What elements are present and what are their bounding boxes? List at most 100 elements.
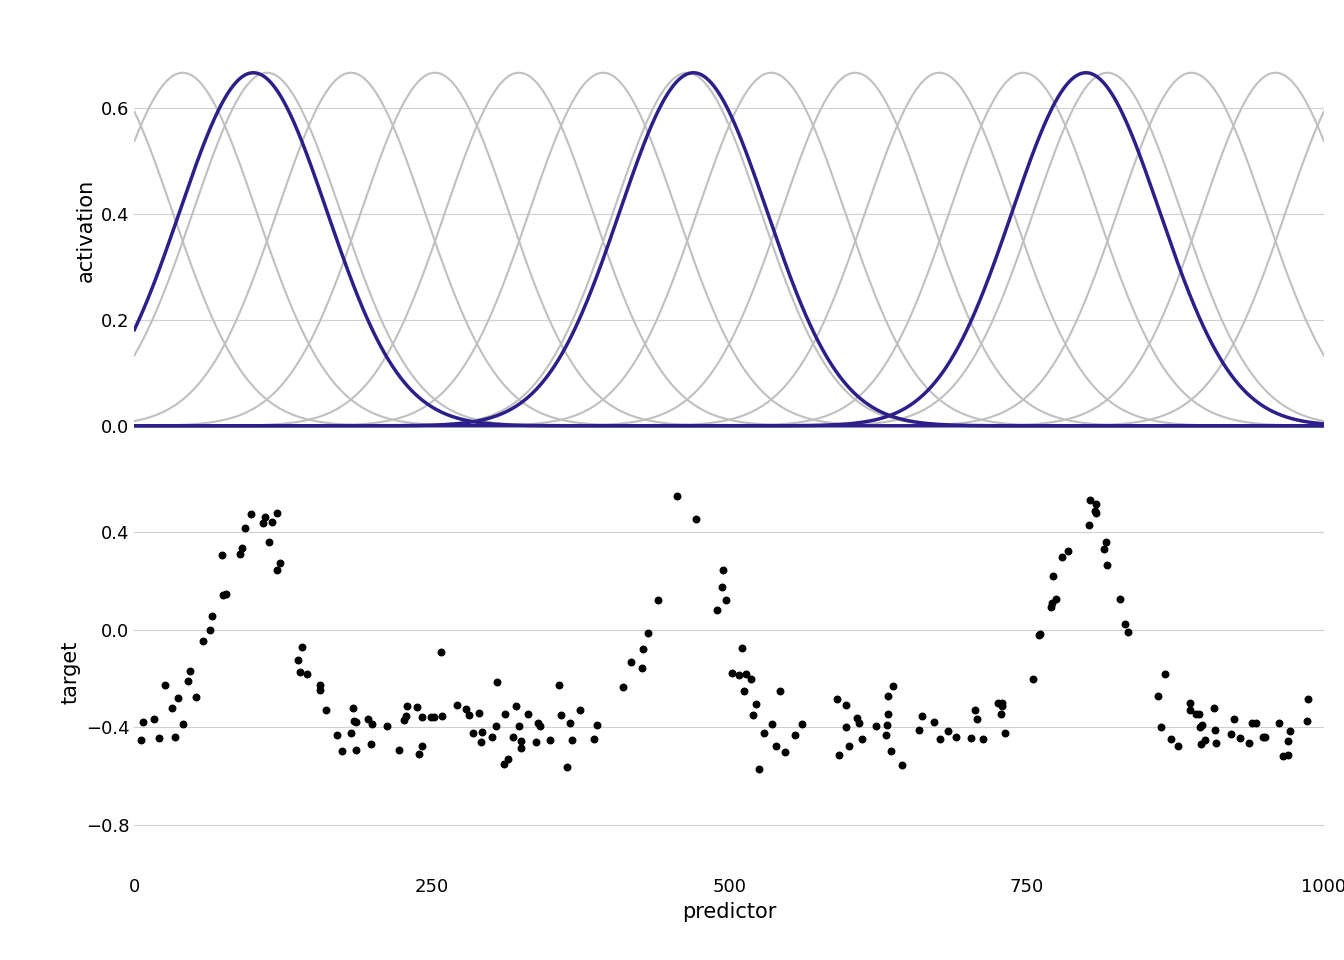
Point (1238, 735, 1259, 751)
Point (972, 732, 993, 747)
Point (388, 742, 410, 757)
Point (161, 700, 183, 715)
Point (177, 674, 199, 689)
Point (309, 683, 331, 698)
Point (1109, 591, 1130, 607)
Point (965, 703, 986, 718)
Point (493, 756, 515, 772)
Point (1191, 718, 1212, 733)
Point (172, 716, 194, 732)
Point (960, 731, 981, 746)
Point (1094, 541, 1116, 557)
Point (296, 666, 317, 682)
Point (1148, 688, 1169, 704)
Point (761, 716, 782, 732)
Point (1269, 715, 1290, 731)
Point (1154, 666, 1176, 682)
Point (1023, 672, 1044, 687)
Point (712, 563, 734, 578)
Point (836, 719, 857, 734)
Point (497, 751, 519, 766)
Point (1277, 733, 1298, 749)
Point (991, 695, 1012, 710)
Point (356, 711, 378, 727)
Point (1279, 724, 1301, 739)
Point (511, 741, 532, 756)
Point (839, 739, 860, 755)
Point (468, 705, 489, 720)
Point (1277, 747, 1298, 762)
Point (539, 732, 560, 748)
Point (341, 701, 363, 716)
Point (560, 732, 582, 748)
Point (1206, 735, 1227, 751)
Point (569, 702, 590, 717)
Point (880, 744, 902, 759)
Point (228, 546, 250, 562)
Point (1042, 568, 1063, 584)
Point (409, 747, 430, 762)
Point (212, 588, 234, 603)
Point (1273, 748, 1294, 763)
Point (470, 734, 492, 750)
Point (406, 699, 427, 714)
Point (1185, 707, 1207, 722)
Point (728, 667, 750, 683)
Point (144, 711, 165, 727)
Point (511, 733, 532, 749)
Point (548, 678, 570, 693)
Point (876, 717, 898, 732)
Point (456, 701, 477, 716)
Point (1058, 543, 1079, 559)
Y-axis label: activation: activation (75, 179, 95, 281)
Point (501, 729, 523, 744)
Point (487, 675, 508, 690)
Point (550, 708, 571, 723)
Point (344, 713, 366, 729)
Point (1028, 627, 1050, 642)
Point (376, 718, 398, 733)
Point (715, 592, 737, 608)
Point (765, 738, 786, 754)
Point (1030, 627, 1051, 642)
Point (239, 507, 261, 522)
X-axis label: predictor: predictor (681, 902, 777, 922)
Point (331, 743, 352, 758)
Point (251, 516, 273, 531)
Point (878, 688, 899, 704)
Point (340, 726, 362, 741)
Point (530, 719, 551, 734)
Point (495, 707, 516, 722)
Y-axis label: target: target (60, 640, 81, 704)
Point (612, 679, 633, 694)
Point (784, 727, 805, 742)
Point (192, 634, 214, 649)
Point (179, 663, 200, 679)
Point (421, 709, 442, 725)
Point (1097, 557, 1118, 572)
Point (215, 587, 237, 602)
Point (411, 738, 433, 754)
Point (891, 757, 913, 773)
Point (827, 691, 848, 707)
Point (848, 716, 870, 732)
Point (1085, 503, 1106, 518)
Point (254, 509, 276, 524)
Point (411, 709, 433, 725)
Point (989, 706, 1011, 721)
Point (485, 718, 507, 733)
Point (847, 710, 868, 726)
Point (185, 689, 207, 705)
Point (620, 654, 641, 669)
Point (732, 684, 754, 699)
Point (851, 732, 872, 747)
Point (828, 748, 849, 763)
Point (1042, 595, 1063, 611)
Point (360, 736, 382, 752)
Point (1160, 732, 1181, 747)
Point (1085, 505, 1106, 520)
Point (423, 709, 445, 725)
Point (923, 714, 945, 730)
Point (234, 520, 255, 536)
Point (212, 548, 234, 564)
